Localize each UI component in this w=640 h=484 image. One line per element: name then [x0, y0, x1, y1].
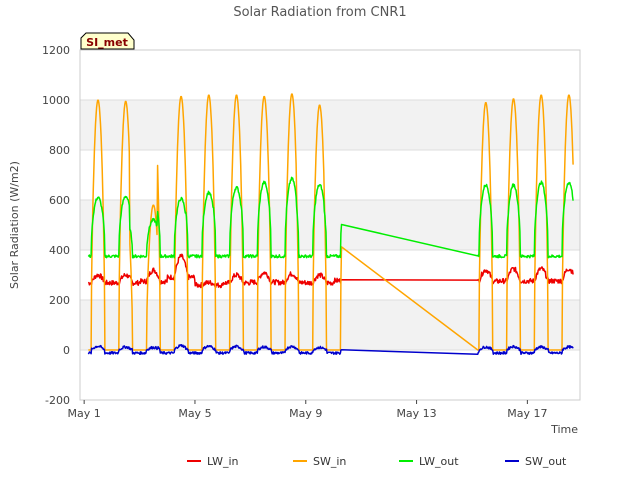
- si-met-badge: SI_met: [80, 32, 135, 50]
- y-tick-label: 1200: [42, 44, 70, 57]
- x-tick-label: May 13: [396, 407, 436, 420]
- x-tick-label: May 5: [178, 407, 211, 420]
- x-axis-label: Time: [550, 423, 578, 436]
- legend-label-SW_out: SW_out: [525, 455, 567, 468]
- background-band: [80, 300, 580, 350]
- y-tick-label: 200: [49, 294, 70, 307]
- legend-label-LW_in: LW_in: [207, 455, 239, 468]
- x-axis-ticks: May 1 May 5 May 9 May 13 May 17: [68, 400, 547, 420]
- background-band: [80, 100, 580, 150]
- legend: LW_in SW_in LW_out SW_out: [187, 455, 567, 468]
- series-line-LW_in: [87, 253, 574, 289]
- y-tick-label: 0: [63, 344, 70, 357]
- series-layer: [87, 93, 574, 355]
- y-tick-label: -200: [45, 394, 70, 407]
- badge-label: SI_met: [86, 36, 128, 49]
- background-bands: [80, 100, 580, 350]
- legend-label-SW_in: SW_in: [313, 455, 346, 468]
- y-axis-label: Solar Radiation (W/m2): [8, 161, 21, 289]
- plot-frame: [79, 49, 581, 401]
- y-axis-ticks: -200 0 200 400 600 800 1000 1200: [42, 44, 70, 407]
- y-tick-label: 800: [49, 144, 70, 157]
- legend-label-LW_out: LW_out: [419, 455, 459, 468]
- x-tick-label: May 17: [507, 407, 547, 420]
- x-tick-label: May 1: [68, 407, 101, 420]
- background-band: [80, 200, 580, 250]
- y-tick-label: 400: [49, 244, 70, 257]
- chart-title: Solar Radiation from CNR1: [233, 5, 406, 20]
- series-line-SW_out: [87, 344, 574, 355]
- badge-box: [80, 32, 135, 50]
- y-tick-label: 1000: [42, 94, 70, 107]
- x-tick-label: May 9: [289, 407, 322, 420]
- series-line-LW_out: [87, 176, 574, 259]
- y-tick-label: 600: [49, 194, 70, 207]
